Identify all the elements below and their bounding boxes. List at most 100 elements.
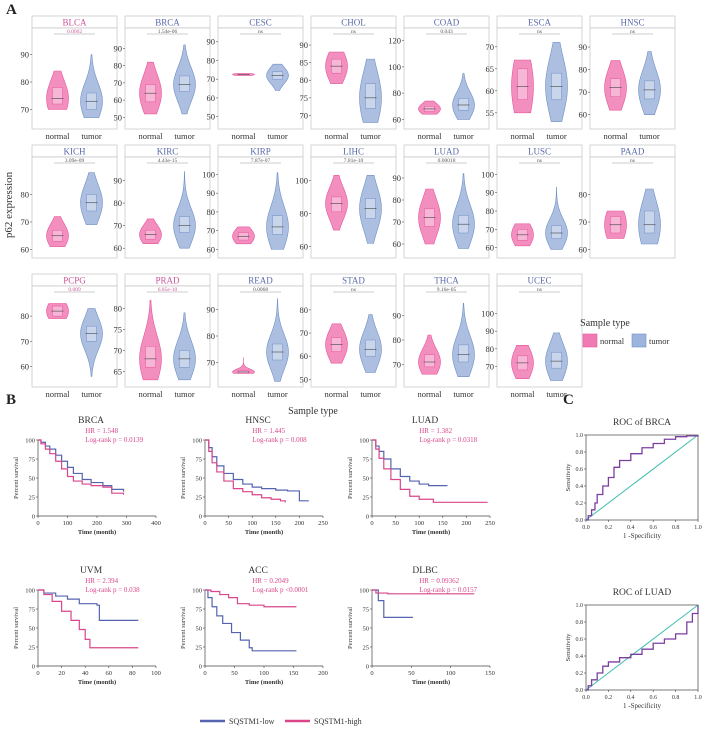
y-tick-label: 70 bbox=[21, 105, 30, 115]
violin-tumor bbox=[638, 188, 661, 245]
km-xlabel: Time (month) bbox=[245, 529, 283, 536]
panel-a-legend: Sample type normal tumor bbox=[580, 318, 669, 348]
facet-frame bbox=[496, 156, 583, 259]
roc-xlabel: 1 -Specificity bbox=[623, 532, 661, 540]
y-tick-label: 80 bbox=[114, 304, 123, 314]
y-tick-label: 60 bbox=[393, 114, 402, 124]
p-value: ns bbox=[258, 29, 263, 35]
km-x-tick-label: 400 bbox=[151, 520, 161, 527]
km-ylabel: Percent survival bbox=[180, 457, 187, 499]
y-tick-label: 80 bbox=[486, 344, 495, 354]
y-tick-label: 80 bbox=[579, 65, 588, 75]
y-tick-label: 60 bbox=[114, 95, 123, 105]
km-title: HNSC bbox=[245, 416, 270, 426]
x-label-normal: normal bbox=[417, 131, 442, 141]
legend-tumor-swatch bbox=[631, 333, 647, 348]
y-tick-label: 50 bbox=[207, 112, 216, 122]
roc-x-tick-label: 0.8 bbox=[672, 695, 680, 701]
km-y-tick-label: 100 bbox=[359, 438, 369, 445]
km-curve-low bbox=[38, 439, 125, 492]
km-logrank: Log-rank p <0.0001 bbox=[252, 586, 309, 594]
y-tick-label: 80 bbox=[393, 335, 402, 345]
y-tick-label: 120 bbox=[388, 36, 401, 46]
km-y-tick-label: 75 bbox=[196, 457, 203, 464]
x-label-normal: normal bbox=[510, 389, 535, 399]
km-x-tick-label: 0 bbox=[370, 520, 373, 527]
p-value: ns bbox=[630, 158, 635, 164]
km-hr: HR = 0.09362 bbox=[419, 577, 459, 585]
y-tick-label: 70 bbox=[579, 217, 588, 227]
facet-title: LUAD bbox=[434, 147, 459, 157]
km-x-tick-label: 250 bbox=[485, 520, 495, 527]
y-tick-label: 80 bbox=[207, 207, 216, 217]
y-tick-label: 90 bbox=[207, 37, 216, 47]
km-curve-low bbox=[205, 589, 297, 652]
roc-x-tick-label: 0.0 bbox=[582, 525, 590, 531]
facet-title: LIHC bbox=[343, 147, 364, 157]
p-value: 6.85e-10 bbox=[158, 287, 178, 293]
y-tick-label: 100 bbox=[295, 175, 308, 185]
y-tick-label: 70 bbox=[486, 42, 495, 52]
x-label-normal: normal bbox=[324, 131, 349, 141]
y-tick-label: 70 bbox=[207, 74, 216, 84]
y-tick-label: 70 bbox=[21, 217, 30, 227]
facet-title: CHOL bbox=[341, 18, 366, 28]
km-y-tick-label: 75 bbox=[29, 457, 36, 464]
box-tumor bbox=[365, 83, 376, 109]
facet-title: CESC bbox=[249, 18, 272, 28]
km-y-tick-label: 25 bbox=[196, 645, 203, 652]
y-tick-label: 70 bbox=[300, 110, 309, 120]
facet-title: READ bbox=[248, 276, 273, 286]
violin-tumor bbox=[80, 172, 103, 226]
violin-tumor bbox=[80, 54, 103, 119]
violin-tumor bbox=[638, 51, 661, 116]
box-tumor bbox=[272, 215, 283, 235]
y-tick-label: 60 bbox=[300, 351, 309, 361]
facet-title: KIRP bbox=[250, 147, 271, 157]
facet-title: THCA bbox=[434, 276, 459, 286]
y-tick-label: 50 bbox=[114, 112, 123, 122]
y-tick-label: 80 bbox=[21, 311, 30, 321]
y-tick-label: 70 bbox=[486, 224, 495, 234]
x-label-tumor: tumor bbox=[174, 389, 194, 399]
violin-tumor bbox=[173, 44, 196, 115]
violin-tumor bbox=[545, 42, 568, 122]
box-normal bbox=[517, 68, 528, 100]
facet-title: BLCA bbox=[62, 18, 87, 28]
km-x-tick-label: 200 bbox=[295, 520, 305, 527]
roc-y-tick-label: 0.0 bbox=[576, 688, 584, 694]
x-label-normal: normal bbox=[231, 389, 256, 399]
violin-normal bbox=[232, 226, 255, 245]
panel-letter-c: C bbox=[563, 392, 574, 408]
y-tick-label: 80 bbox=[21, 77, 30, 87]
km-y-tick-label: 0 bbox=[199, 514, 202, 521]
facet-frame bbox=[403, 156, 490, 259]
box-normal bbox=[145, 346, 156, 368]
x-label-tumor: tumor bbox=[174, 131, 194, 141]
facet-title: PCPG bbox=[63, 276, 86, 286]
km-x-tick-label: 100 bbox=[414, 520, 424, 527]
km-x-tick-label: 50 bbox=[231, 670, 238, 677]
y-tick-label: 80 bbox=[300, 75, 309, 85]
km-title: DLBC bbox=[412, 566, 437, 576]
km-x-tick-label: 100 bbox=[446, 670, 456, 677]
box-tumor bbox=[179, 216, 190, 233]
y-tick-label: 60 bbox=[579, 110, 588, 120]
km-x-tick-label: 0 bbox=[36, 670, 39, 677]
p-value: ns bbox=[537, 158, 542, 164]
facet-title: COAD bbox=[434, 18, 460, 28]
